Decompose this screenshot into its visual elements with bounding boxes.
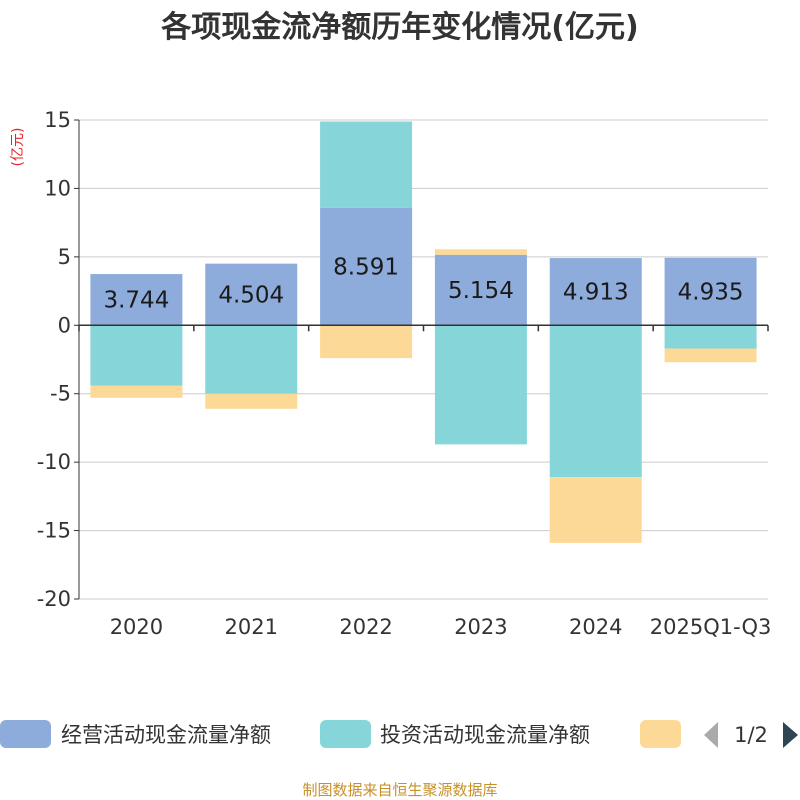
legend-swatch[interactable] xyxy=(640,720,681,748)
legend-label[interactable]: 经营活动现金流量净额 xyxy=(61,723,271,747)
x-tick-label: 2020 xyxy=(110,615,163,639)
bar-投资活动现金流量净额 xyxy=(90,325,183,386)
data-label: 4.935 xyxy=(678,280,744,306)
bar-经营活动现金流量净额 xyxy=(90,274,183,326)
data-label: 3.744 xyxy=(103,288,169,314)
bar-筹资活动现金流量净额 xyxy=(205,393,298,409)
data-labels: 3.744 4.504 8.591 5.154 4.913 4.935 xyxy=(103,254,743,313)
y-tick-label: 0 xyxy=(58,313,71,337)
bar-投资活动现金流量净额 xyxy=(320,121,413,208)
data-label: 5.154 xyxy=(448,278,514,304)
data-label: 8.591 xyxy=(333,254,399,280)
y-tick-label: 15 xyxy=(44,108,71,132)
bar-投资活动现金流量净额 xyxy=(205,325,298,394)
data-source: 制图数据来自恒生聚源数据库 xyxy=(302,781,497,799)
grid-lines xyxy=(79,119,768,600)
legend-swatch[interactable] xyxy=(0,720,51,748)
x-tick-label: 2023 xyxy=(454,615,507,639)
y-tick-label: -20 xyxy=(37,587,71,611)
bar-筹资活动现金流量净额 xyxy=(664,348,757,363)
bars xyxy=(90,121,757,543)
legend: 经营活动现金流量净额 投资活动现金流量净额 1/2 xyxy=(0,720,798,748)
bar-投资活动现金流量净额 xyxy=(664,325,757,349)
y-tick-label: 5 xyxy=(58,245,71,269)
bar-筹资活动现金流量净额 xyxy=(549,477,642,543)
x-tick-label: 2022 xyxy=(339,615,392,639)
x-tick-label: 2021 xyxy=(225,615,278,639)
legend-page: 1/2 xyxy=(734,723,768,747)
y-tick-label: -10 xyxy=(37,450,71,474)
chart-title: 各项现金流净额历年变化情况(亿元) xyxy=(160,10,638,45)
bar-经营活动现金流量净额 xyxy=(664,257,757,326)
y-tick-label: 10 xyxy=(44,176,71,200)
bar-投资活动现金流量净额 xyxy=(434,325,527,445)
data-label: 4.504 xyxy=(218,282,284,308)
pager-next-icon[interactable] xyxy=(783,722,798,748)
bar-经营活动现金流量净额 xyxy=(549,258,642,326)
bar-经营活动现金流量净额 xyxy=(434,254,527,326)
data-label: 4.913 xyxy=(563,280,629,306)
pager-prev-icon[interactable] xyxy=(704,722,718,748)
y-tick-label: -5 xyxy=(50,382,71,406)
x-tick-label: 2025Q1-Q3 xyxy=(650,615,772,639)
y-tick-label: -15 xyxy=(37,519,71,543)
legend-swatch[interactable] xyxy=(320,720,371,748)
bar-投资活动现金流量净额 xyxy=(549,325,642,478)
bar-经营活动现金流量净额 xyxy=(205,263,298,326)
x-tick-label: 2024 xyxy=(569,615,622,639)
bar-经营活动现金流量净额 xyxy=(320,207,413,326)
axes: 15 10 5 0 -5 -10 -15 -20 2020 2021 2022 2023 2024 202… xyxy=(37,108,772,639)
bar-筹资活动现金流量净额 xyxy=(90,385,183,398)
y-axis-unit: (亿元) xyxy=(10,128,26,167)
bar-筹资活动现金流量净额 xyxy=(320,325,413,359)
legend-label[interactable]: 投资活动现金流量净额 xyxy=(380,723,590,747)
bar-筹资活动现金流量净额 xyxy=(434,249,527,255)
